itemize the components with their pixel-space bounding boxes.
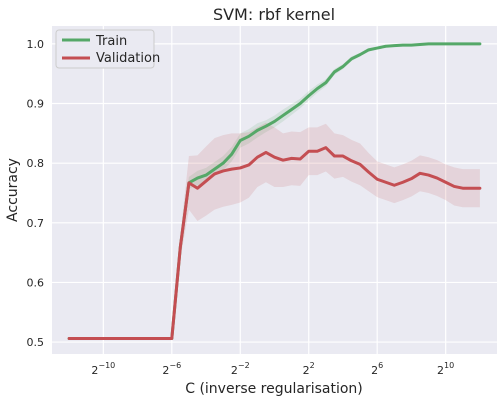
x-tick-label: 22 xyxy=(303,361,315,377)
legend: Train Validation xyxy=(55,29,160,69)
y-tick-label: 0.6 xyxy=(27,276,45,289)
plot-background xyxy=(52,26,497,354)
x-tick-label: 2−6 xyxy=(162,361,181,377)
x-axis-label: C (inverse regularisation) xyxy=(185,381,363,397)
band-validation xyxy=(69,122,480,340)
y-axis-label: Accuracy xyxy=(5,158,21,222)
legend-label-train: Train xyxy=(95,34,127,49)
y-tick-label: 0.7 xyxy=(27,217,45,230)
series-lines xyxy=(67,42,482,340)
x-tick-label: 2−10 xyxy=(91,361,115,377)
chart-title: SVM: rbf kernel xyxy=(213,5,335,24)
line-validation xyxy=(67,146,482,340)
x-tick-label: 210 xyxy=(437,361,454,377)
grid-lines xyxy=(52,26,497,354)
y-tick-label: 0.8 xyxy=(27,157,45,170)
x-tick-label: 26 xyxy=(371,361,383,377)
x-tick-label: 2−2 xyxy=(231,361,250,377)
legend-label-validation: Validation xyxy=(96,51,160,66)
y-tick-label: 1.0 xyxy=(27,38,45,51)
y-tick-label: 0.9 xyxy=(27,98,45,111)
y-tick-label: 0.5 xyxy=(27,336,45,349)
confidence-bands xyxy=(69,43,480,340)
y-tick-labels: 0.5 0.6 0.7 0.8 0.9 1.0 xyxy=(27,38,45,349)
x-tick-labels: 2−10 2−6 2−2 22 26 210 xyxy=(91,361,454,377)
